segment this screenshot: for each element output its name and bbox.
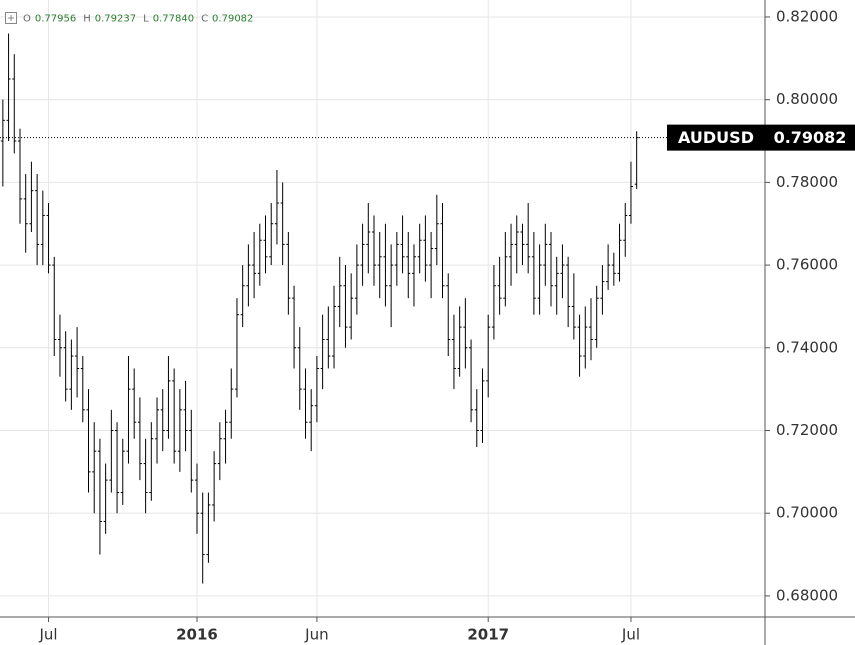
x-tick-label: 2017 <box>467 626 509 644</box>
price-label: 0.79082 <box>774 128 847 147</box>
legend-label: C <box>201 14 208 25</box>
legend-value: 0.77956 <box>35 14 76 25</box>
symbol-label: AUDUSD <box>678 128 754 147</box>
ohlc-bars <box>0 33 639 584</box>
x-tick-label: Jul <box>38 626 57 644</box>
symbol-box <box>667 124 765 151</box>
y-tick-label: 0.70000 <box>776 504 838 522</box>
y-tick-label: 0.80000 <box>776 90 838 108</box>
y-tick-label: 0.78000 <box>776 173 838 191</box>
legend-value: 0.77840 <box>153 14 194 25</box>
legend-value: 0.79082 <box>212 14 253 25</box>
y-tick-label: 0.72000 <box>776 421 838 439</box>
x-tick-label: Jun <box>304 626 328 644</box>
legend-label: H <box>83 14 91 25</box>
y-tick-label: 0.82000 <box>776 7 838 25</box>
y-tick-label: 0.68000 <box>776 586 838 604</box>
price-box <box>765 124 855 151</box>
x-tick-label: Jul <box>621 626 640 644</box>
legend-label: L <box>143 14 149 25</box>
y-tick-label: 0.76000 <box>776 256 838 274</box>
y-tick-label: 0.74000 <box>776 338 838 356</box>
legend-label: O <box>23 14 31 25</box>
x-tick-label: 2016 <box>176 626 218 644</box>
legend-value: 0.79237 <box>95 14 136 25</box>
